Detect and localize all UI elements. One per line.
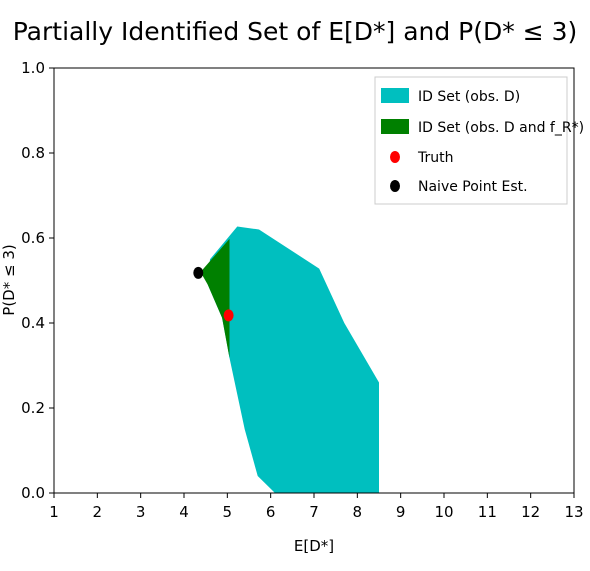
legend-swatch <box>381 88 409 103</box>
legend-label: ID Set (obs. D and f_R*) <box>418 120 584 136</box>
y-tick-label: 0.6 <box>21 229 45 247</box>
plot-area <box>193 226 379 493</box>
x-tick-label: 11 <box>478 503 497 521</box>
legend-label: Naive Point Est. <box>418 179 528 195</box>
legend-label: Truth <box>417 150 454 166</box>
y-axis-label: P(D* ≤ 3) <box>0 244 18 315</box>
y-tick-label: 0.2 <box>21 399 45 417</box>
series-0-region <box>207 226 379 493</box>
x-tick-label: 6 <box>266 503 276 521</box>
x-tick-label: 7 <box>309 503 319 521</box>
series-3-point <box>193 266 204 279</box>
x-tick-label: 5 <box>223 503 233 521</box>
x-tick-label: 4 <box>179 503 189 521</box>
legend: ID Set (obs. D) ID Set (obs. D and f_R*) T… <box>374 76 584 205</box>
legend-marker <box>390 180 400 192</box>
legend-swatch <box>381 119 409 134</box>
x-tick-label: 2 <box>93 503 103 521</box>
y-tick-label: 0.4 <box>21 314 45 332</box>
x-tick-label: 10 <box>434 503 453 521</box>
axes: 1 2 3 4 5 6 7 8 9 10 11 12 130.00.20.40.60.81.0 <box>21 59 583 521</box>
legend-label: ID Set (obs. D) <box>418 89 520 105</box>
x-tick-label: 13 <box>564 503 583 521</box>
x-tick-label: 1 <box>49 503 59 521</box>
series-2-point <box>223 309 234 322</box>
series-1-region <box>200 238 230 358</box>
x-tick-label: 3 <box>136 503 146 521</box>
legend-marker <box>390 151 400 163</box>
y-tick-label: 1.0 <box>21 59 45 77</box>
x-tick-label: 8 <box>353 503 363 521</box>
chart-title: Partially Identified Set of E[D*] and P(… <box>13 17 578 46</box>
x-tick-label: 9 <box>396 503 406 521</box>
y-tick-label: 0.0 <box>21 484 45 502</box>
y-tick-label: 0.8 <box>21 144 45 162</box>
x-tick-label: 12 <box>521 503 540 521</box>
x-axis-label: E[D*] <box>294 537 334 555</box>
